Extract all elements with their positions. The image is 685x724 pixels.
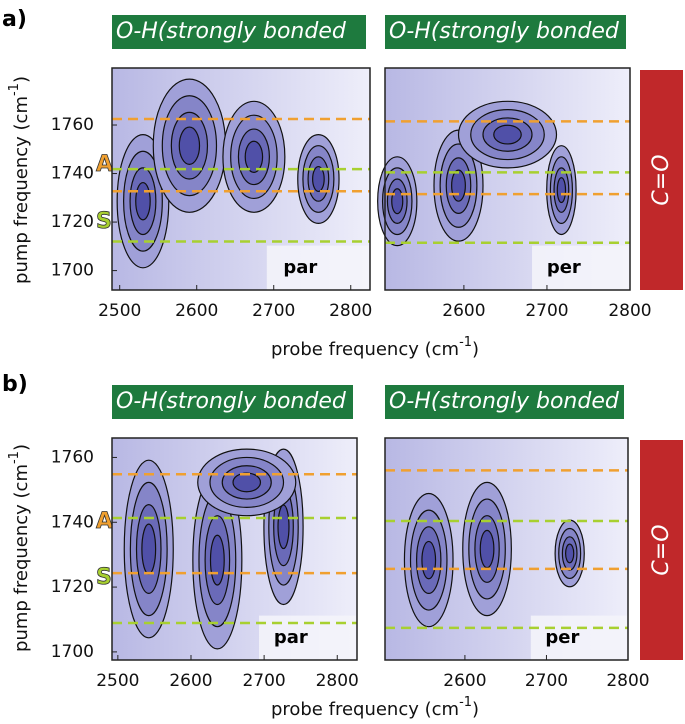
x-axis-label: probe frequency (cm-1) — [271, 695, 479, 721]
plot-frame — [384, 437, 629, 661]
tag-box — [266, 245, 370, 290]
header-box — [385, 385, 624, 419]
x-tick-label: 2600 — [443, 671, 486, 691]
x-tick-label: 2500 — [96, 671, 139, 691]
y-axis-label: pump frequency (cm-1) — [7, 76, 33, 284]
y-axis-label: pump frequency (cm-1) — [7, 444, 33, 652]
polarization-label: per — [545, 627, 579, 648]
contour — [277, 504, 290, 550]
y-tick-label: 1700 — [51, 642, 94, 662]
contour — [232, 472, 262, 493]
x-tick-label: 2800 — [608, 301, 651, 321]
contour — [451, 169, 466, 202]
panel-title: O-H(strongly bonded — [116, 389, 347, 414]
header-box — [112, 15, 366, 49]
y-tick-label: 1740 — [51, 512, 94, 532]
side-label: C=O — [649, 154, 674, 205]
y-tick-label: 1720 — [51, 577, 94, 597]
plot-frame — [111, 67, 371, 291]
contour — [391, 188, 404, 215]
header-box — [112, 385, 353, 419]
side-box — [640, 440, 683, 660]
panel-label: b) — [2, 372, 28, 397]
marker-label: A — [96, 152, 113, 177]
contour — [244, 140, 264, 173]
polarization-label: par — [274, 627, 308, 648]
panel-title: O-H(strongly bonded — [389, 19, 620, 44]
side-label: C=O — [649, 524, 674, 575]
contour — [556, 177, 567, 204]
polarization-label: per — [547, 257, 581, 278]
plot-frame — [111, 437, 358, 661]
plot-frame — [384, 67, 631, 291]
header-box — [385, 15, 626, 49]
x-tick-label: 2600 — [442, 301, 485, 321]
x-tick-label: 2500 — [98, 301, 141, 321]
x-tick-label: 2600 — [175, 301, 218, 321]
contour — [564, 543, 575, 564]
tag-box — [530, 615, 628, 660]
x-tick-label: 2800 — [329, 301, 372, 321]
x-tick-label: 2800 — [316, 671, 359, 691]
tag-box — [532, 245, 630, 290]
x-tick-label: 2600 — [169, 671, 212, 691]
contour — [493, 124, 522, 145]
x-tick-label: 2800 — [606, 671, 649, 691]
contour — [141, 523, 157, 575]
contour — [135, 181, 151, 221]
x-tick-label: 2700 — [525, 301, 568, 321]
panel-label: a) — [2, 7, 27, 32]
y-tick-label: 1700 — [51, 261, 94, 281]
contour — [421, 540, 437, 580]
x-tick-label: 2700 — [525, 671, 568, 691]
contour — [479, 529, 495, 569]
x-axis-label: probe frequency (cm-1) — [271, 335, 479, 361]
y-tick-label: 1760 — [51, 115, 94, 135]
marker-label: A — [96, 509, 113, 534]
contour — [209, 534, 225, 586]
panel-title: O-H(strongly bonded — [116, 19, 347, 44]
polarization-label: par — [283, 257, 317, 278]
side-box — [640, 70, 683, 290]
panel-title: O-H(strongly bonded — [389, 389, 620, 414]
contour — [312, 165, 325, 193]
y-tick-label: 1760 — [51, 447, 94, 467]
marker-label: S — [96, 565, 112, 590]
contour — [178, 126, 201, 165]
y-tick-label: 1720 — [51, 212, 94, 232]
marker-label: S — [96, 209, 112, 234]
x-tick-label: 2700 — [252, 301, 295, 321]
x-tick-label: 2700 — [242, 671, 285, 691]
y-tick-label: 1740 — [51, 164, 94, 184]
